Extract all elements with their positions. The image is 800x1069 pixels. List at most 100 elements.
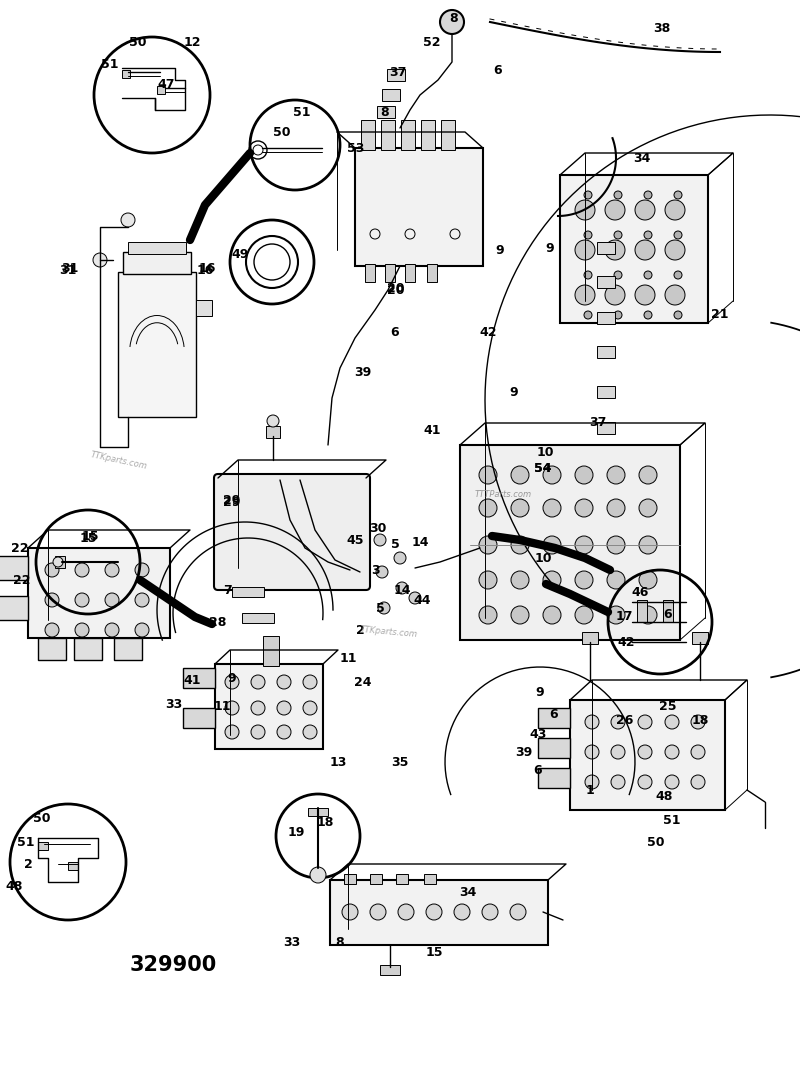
Circle shape [121,213,135,227]
Text: 51: 51 [294,106,310,119]
Circle shape [674,191,682,199]
Text: 15: 15 [79,531,97,544]
Circle shape [105,563,119,577]
Text: 50: 50 [647,836,665,849]
Text: 29: 29 [223,496,241,509]
Circle shape [639,466,657,484]
Circle shape [638,715,652,729]
Text: 34: 34 [634,152,650,165]
Circle shape [251,725,265,739]
Bar [330,880,548,945]
Bar [122,69,130,78]
Text: 12: 12 [183,35,201,48]
Text: 14: 14 [394,584,410,597]
Text: 31: 31 [62,262,78,275]
Circle shape [575,466,593,484]
Text: 16: 16 [198,262,216,275]
Text: 28: 28 [210,616,226,629]
Bar [637,600,647,622]
Text: 39: 39 [515,745,533,759]
Bar [396,874,408,884]
Bar [382,89,400,100]
Text: 13: 13 [330,756,346,769]
Text: 41: 41 [183,673,201,686]
Circle shape [635,200,655,220]
Bar [597,386,615,398]
Circle shape [584,311,592,319]
Bar [232,587,264,597]
Circle shape [394,552,406,564]
Text: 49: 49 [231,248,249,262]
Bar [421,120,435,150]
Circle shape [396,582,408,594]
Circle shape [543,536,561,554]
Bar [55,556,65,568]
Circle shape [482,904,498,920]
Circle shape [511,536,529,554]
Circle shape [310,867,326,883]
Circle shape [409,592,421,604]
Text: 19: 19 [287,825,305,838]
Circle shape [225,701,239,715]
Text: 22: 22 [14,573,30,587]
Text: 8: 8 [336,935,344,948]
Circle shape [277,675,291,690]
Bar [460,445,680,640]
Text: 7: 7 [224,584,232,597]
Bar [68,862,78,870]
Circle shape [277,725,291,739]
Circle shape [639,571,657,589]
Text: 11: 11 [214,699,230,713]
Circle shape [614,272,622,279]
Circle shape [575,606,593,624]
Circle shape [607,466,625,484]
Bar [128,242,186,254]
Circle shape [614,231,622,239]
Text: 37: 37 [590,416,606,429]
Circle shape [75,593,89,607]
Text: 11: 11 [339,651,357,665]
Circle shape [374,534,386,546]
Text: 8: 8 [450,12,458,25]
Text: 3: 3 [370,563,379,576]
Text: 5: 5 [390,539,399,552]
Circle shape [511,606,529,624]
Text: 17: 17 [615,609,633,622]
Text: 18: 18 [691,713,709,727]
Circle shape [225,675,239,690]
Circle shape [665,285,685,305]
Bar [365,264,375,282]
Circle shape [605,241,625,260]
Bar [377,106,395,118]
Circle shape [607,606,625,624]
Circle shape [575,285,595,305]
Text: 30: 30 [370,522,386,534]
Circle shape [251,701,265,715]
Text: 21: 21 [711,309,729,322]
Circle shape [635,285,655,305]
Circle shape [665,775,679,789]
Text: 1: 1 [586,784,594,796]
Text: 8: 8 [381,106,390,119]
Text: 6: 6 [390,325,399,339]
Circle shape [611,745,625,759]
Text: 43: 43 [530,728,546,741]
Circle shape [575,499,593,517]
Bar [560,175,708,323]
Bar [570,700,725,810]
Bar [361,120,375,150]
Circle shape [575,571,593,589]
Text: 33: 33 [283,935,301,948]
Text: 48: 48 [655,790,673,803]
Bar [427,264,437,282]
Text: 52: 52 [423,35,441,48]
Bar [538,708,570,728]
Text: 46: 46 [631,586,649,599]
Text: 42: 42 [479,325,497,339]
Circle shape [611,775,625,789]
Circle shape [644,191,652,199]
Bar [0,556,28,580]
Text: 14: 14 [411,536,429,548]
Circle shape [105,593,119,607]
Bar [74,638,102,660]
